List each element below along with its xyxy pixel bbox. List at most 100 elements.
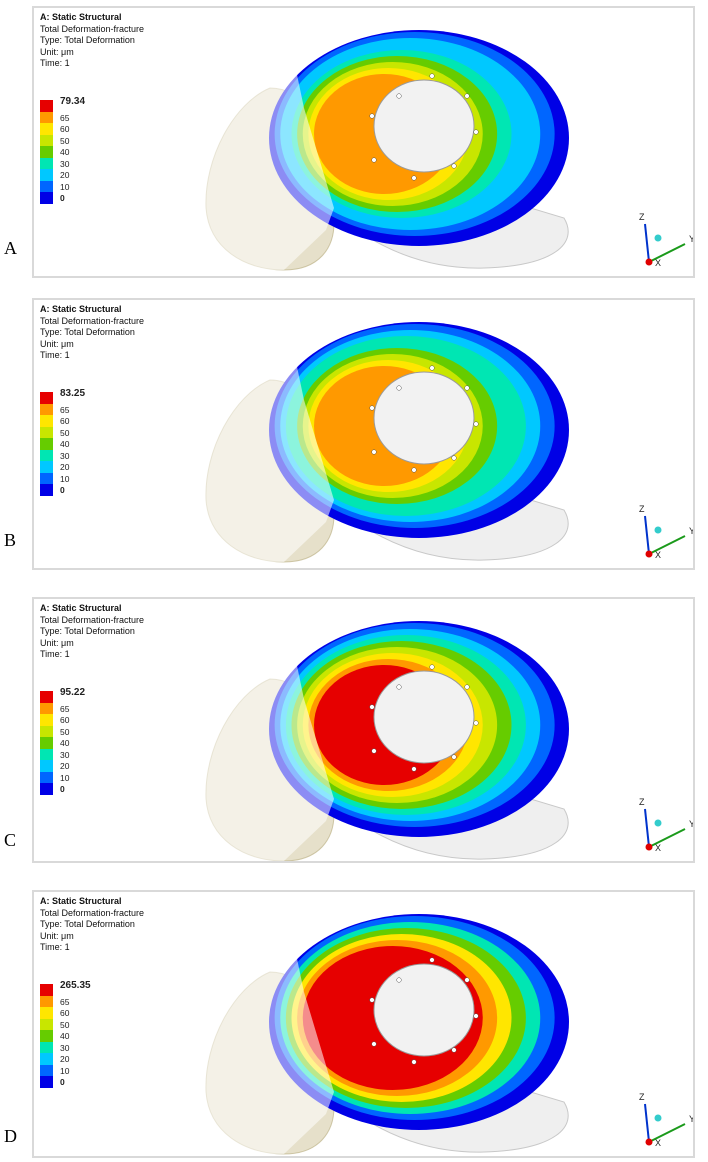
triad-x-axis xyxy=(645,843,653,851)
legend-level-label: 50 xyxy=(60,135,70,146)
triad-z-axis xyxy=(644,223,650,263)
analysis-title: A: Static Structural xyxy=(40,304,122,314)
result-time: Time: 1 xyxy=(40,649,70,659)
legend-swatch xyxy=(40,100,53,112)
craniotomy-hole xyxy=(373,670,475,764)
triad-y-axis xyxy=(648,828,686,848)
legend-level-label: 65 xyxy=(60,112,70,123)
legend-swatch xyxy=(40,415,53,427)
legend-max-label: 95.22 xyxy=(60,687,86,698)
result-name: Total Deformation-fracture xyxy=(40,907,145,918)
result-time: Time: 1 xyxy=(40,58,70,68)
legend-level-label: 30 xyxy=(60,158,70,169)
triad-z-axis xyxy=(644,1103,650,1143)
legend-max-label: 83.25 xyxy=(60,388,86,399)
legend-swatch xyxy=(40,702,53,714)
triad-view-sphere xyxy=(654,526,662,534)
legend-swatch xyxy=(40,748,53,760)
legend-swatch xyxy=(40,984,53,996)
legend-swatch xyxy=(40,180,53,192)
legend-swatch xyxy=(40,1030,53,1042)
legend-level-label: 50 xyxy=(60,427,70,438)
legend-level-label: 60 xyxy=(60,124,70,134)
legend-swatch xyxy=(40,1007,53,1019)
legend-swatch xyxy=(40,995,53,1007)
legend-min-label: 0 xyxy=(60,485,65,495)
skull-model-view[interactable]: Z Y X xyxy=(34,892,695,1158)
triad-z-label: Z xyxy=(639,797,645,807)
screw-hole-dot xyxy=(369,113,375,119)
legend-level-label: 10 xyxy=(60,181,70,192)
legend-max-label: 79.34 xyxy=(60,96,86,107)
triad-z-axis xyxy=(644,808,650,848)
screw-hole-dot xyxy=(429,957,435,963)
legend-swatch xyxy=(40,438,53,450)
legend-level-label: 20 xyxy=(60,1054,70,1064)
screw-hole-dot xyxy=(451,163,457,169)
result-type: Type: Total Deformation xyxy=(40,35,135,45)
result-header: A: Static Structural Total Deformation-f… xyxy=(40,896,144,954)
triad-y-label: Y xyxy=(689,819,695,829)
screw-hole-dot xyxy=(371,1041,377,1047)
result-type: Type: Total Deformation xyxy=(40,919,135,929)
result-unit: Unit: μm xyxy=(40,46,74,57)
screw-hole-dot xyxy=(396,684,402,690)
legend-swatch xyxy=(40,691,53,703)
triad-y-axis xyxy=(648,535,686,555)
screw-hole-dot xyxy=(429,365,435,371)
legend-level-label: 40 xyxy=(60,439,70,449)
suture-mask xyxy=(204,360,334,562)
legend-level-label: 50 xyxy=(60,726,70,737)
screw-hole-dot xyxy=(369,704,375,710)
triad-y-axis xyxy=(648,1123,686,1143)
legend-level-label: 60 xyxy=(60,715,70,725)
legend-swatch xyxy=(40,1076,53,1088)
legend-swatch xyxy=(40,146,53,158)
triad-view-sphere xyxy=(654,819,662,827)
legend-max-label: 265.35 xyxy=(60,980,91,991)
legend-swatch xyxy=(40,111,53,123)
legend-swatch xyxy=(40,783,53,795)
screw-hole-dot xyxy=(473,720,479,726)
result-header: A: Static Structural Total Deformation-f… xyxy=(40,304,144,362)
legend-level-label: 50 xyxy=(60,1019,70,1030)
legend-swatch xyxy=(40,737,53,749)
legend-swatch xyxy=(40,484,53,496)
screw-hole-dot xyxy=(473,1013,479,1019)
result-time: Time: 1 xyxy=(40,350,70,360)
skull-model-view[interactable]: Z Y X xyxy=(34,300,695,570)
suture-mask xyxy=(204,659,334,861)
analysis-title: A: Static Structural xyxy=(40,12,122,22)
legend-swatch xyxy=(40,760,53,772)
legend-level-label: 65 xyxy=(60,404,70,415)
skull-model-view[interactable]: Z Y X xyxy=(34,599,695,863)
legend-swatch xyxy=(40,714,53,726)
legend-swatch xyxy=(40,1064,53,1076)
legend-level-label: 40 xyxy=(60,738,70,748)
panel-letter-d: D xyxy=(4,1126,17,1146)
screw-hole-dot xyxy=(411,467,417,473)
legend-level-label: 10 xyxy=(60,1065,70,1076)
triad-z-label: Z xyxy=(639,212,645,222)
legend-level-label: 40 xyxy=(60,147,70,157)
result-panel-b: A: Static Structural Total Deformation-f… xyxy=(32,298,695,570)
result-name: Total Deformation-fracture xyxy=(40,23,145,34)
craniotomy-hole xyxy=(373,79,475,173)
triad-y-label: Y xyxy=(689,1114,695,1124)
legend-swatch xyxy=(40,725,53,737)
screw-hole-dot xyxy=(371,157,377,163)
triad-x-label: X xyxy=(655,1138,661,1148)
screw-hole-dot xyxy=(411,1059,417,1065)
legend-min-label: 0 xyxy=(60,784,65,794)
triad-z-label: Z xyxy=(639,504,645,514)
screw-hole-dot xyxy=(396,977,402,983)
triad-x-axis xyxy=(645,258,653,266)
legend-level-label: 40 xyxy=(60,1031,70,1041)
legend-level-label: 20 xyxy=(60,761,70,771)
triad-x-label: X xyxy=(655,258,661,268)
screw-hole-dot xyxy=(429,73,435,79)
screw-hole-dot xyxy=(464,93,470,99)
legend-swatch xyxy=(40,157,53,169)
skull-model-view[interactable]: Z Y X xyxy=(34,8,695,278)
legend-swatch xyxy=(40,169,53,181)
